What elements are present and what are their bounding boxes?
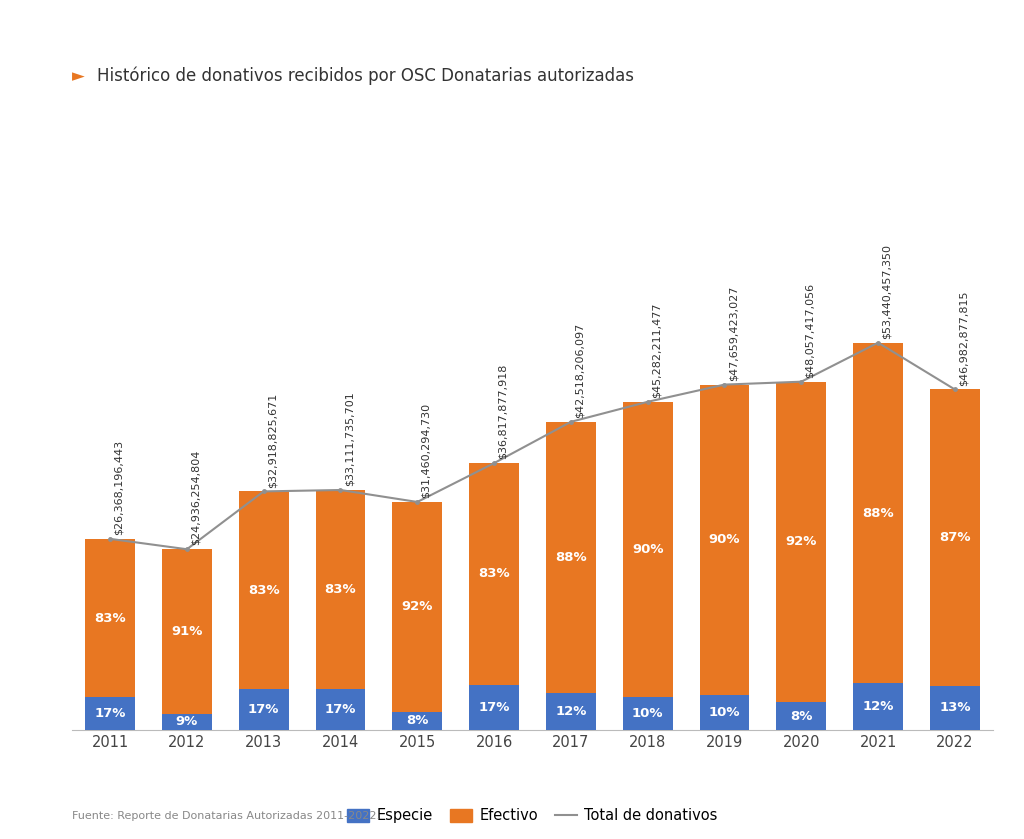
Total de donativos [564, 417, 577, 427]
Bar [776, 382, 826, 702]
Text: 8%: 8% [791, 710, 812, 722]
Bar [776, 702, 826, 730]
Text: 90%: 90% [709, 534, 740, 546]
Text: 17%: 17% [248, 703, 280, 717]
Text: 17%: 17% [325, 703, 356, 716]
Text: $33,111,735,701: $33,111,735,701 [344, 391, 354, 486]
Bar [546, 422, 596, 693]
Bar [853, 684, 903, 730]
Text: 10%: 10% [632, 707, 664, 720]
Bar [546, 693, 596, 730]
Bar [469, 685, 519, 730]
Text: 83%: 83% [248, 584, 280, 597]
Text: $48,057,417,056: $48,057,417,056 [805, 283, 815, 378]
Text: $32,918,825,671: $32,918,825,671 [267, 393, 278, 487]
Total de donativos [104, 534, 117, 544]
Text: 92%: 92% [785, 535, 817, 549]
Bar [162, 550, 212, 714]
Text: $24,936,254,804: $24,936,254,804 [190, 450, 201, 545]
Text: 10%: 10% [709, 706, 740, 719]
Total de donativos [334, 485, 346, 495]
Total de donativos [411, 497, 423, 507]
Bar [469, 463, 519, 685]
Total de donativos [641, 397, 653, 407]
Bar [623, 697, 673, 730]
Text: 12%: 12% [555, 705, 587, 718]
Line: Total de donativos: Total de donativos [109, 341, 956, 551]
Text: $26,368,196,443: $26,368,196,443 [114, 440, 124, 535]
Text: $46,982,877,815: $46,982,877,815 [958, 290, 969, 386]
Bar [623, 402, 673, 697]
Bar [162, 714, 212, 730]
Bar [699, 696, 750, 730]
Bar [239, 690, 289, 730]
Bar [930, 389, 980, 685]
Text: $42,518,206,097: $42,518,206,097 [574, 323, 585, 418]
Text: 9%: 9% [176, 716, 198, 728]
Text: 91%: 91% [171, 625, 203, 638]
Bar [315, 689, 366, 730]
Text: $47,659,423,027: $47,659,423,027 [728, 285, 738, 381]
Bar [85, 697, 135, 730]
Bar [392, 502, 442, 711]
Text: 92%: 92% [401, 601, 433, 613]
Text: 88%: 88% [862, 507, 894, 519]
Text: 83%: 83% [325, 583, 356, 596]
Text: $36,817,877,918: $36,817,877,918 [498, 364, 508, 459]
Text: 90%: 90% [632, 543, 664, 556]
Text: $53,440,457,350: $53,440,457,350 [882, 244, 892, 339]
Total de donativos [487, 458, 500, 468]
Bar [392, 711, 442, 730]
Bar [853, 342, 903, 684]
Total de donativos [948, 384, 961, 394]
Total de donativos [180, 545, 193, 555]
Bar [239, 492, 289, 690]
Text: Histórico de donativos recibidos por OSC Donatarias autorizadas: Histórico de donativos recibidos por OSC… [97, 66, 634, 85]
Text: $31,460,294,730: $31,460,294,730 [421, 403, 431, 498]
Total de donativos [257, 487, 269, 497]
Legend: Especie, Efectivo, Total de donativos: Especie, Efectivo, Total de donativos [341, 803, 724, 829]
Text: 13%: 13% [939, 701, 971, 714]
Text: 17%: 17% [478, 701, 510, 714]
Bar [930, 685, 980, 730]
Text: 17%: 17% [94, 707, 126, 720]
Bar [85, 539, 135, 697]
Text: 8%: 8% [407, 714, 428, 727]
Text: 83%: 83% [94, 612, 126, 625]
Total de donativos [718, 379, 730, 389]
Text: Fuente: Reporte de Donatarias Autorizadas 2011-2022.: Fuente: Reporte de Donatarias Autorizada… [72, 810, 380, 821]
Text: ►: ► [72, 66, 90, 85]
Bar [315, 490, 366, 689]
Text: $45,282,211,477: $45,282,211,477 [651, 302, 662, 398]
Total de donativos [795, 377, 807, 387]
Text: 87%: 87% [939, 531, 971, 544]
Text: 88%: 88% [555, 551, 587, 564]
Text: 12%: 12% [862, 701, 894, 713]
Total de donativos [871, 337, 884, 347]
Bar [699, 384, 750, 696]
Text: 83%: 83% [478, 567, 510, 581]
